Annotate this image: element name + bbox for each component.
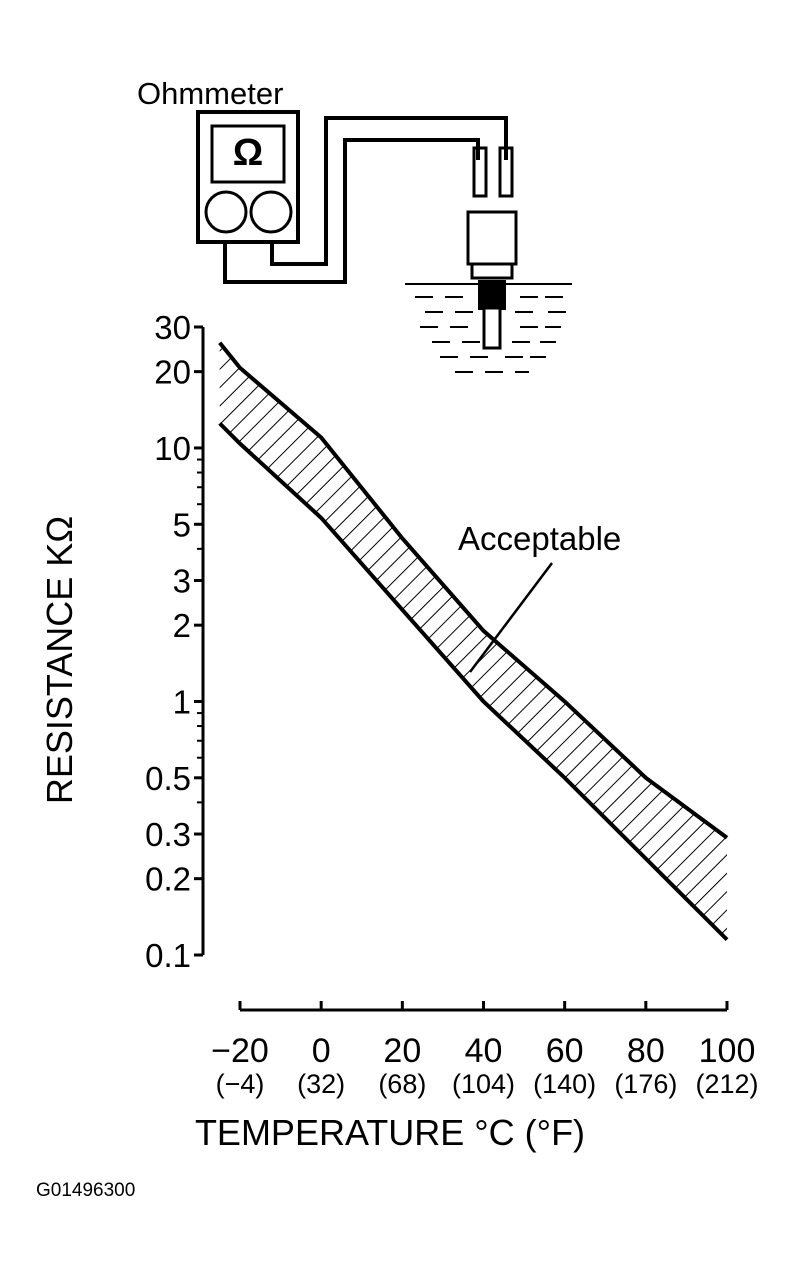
x-tick-label: 60 [546,1032,584,1070]
x-tick-sublabel: (176) [614,1069,677,1099]
y-tick-label: 10 [154,430,191,467]
y-tick-label: 2 [173,607,191,644]
ohmmeter-diagram [196,110,572,373]
x-tick-label: 0 [312,1032,331,1070]
liquid [415,296,566,373]
x-tick-label: 80 [627,1032,665,1070]
y-tick-label: 3 [173,563,191,600]
figure-id: G01496300 [36,1180,135,1201]
x-axis-title: TEMPERATURE °C (°F) [195,1112,585,1153]
band-edge [218,421,729,942]
sensor-tip [482,306,502,350]
x-tick-sublabel: (212) [695,1069,758,1099]
meter-body [196,110,300,244]
x-tick-label: 20 [383,1032,421,1070]
connector [466,210,518,266]
y-tick-label: 20 [154,354,191,391]
meter-display [210,124,286,184]
y-tick-label: 30 [154,309,191,346]
y-tick-label: 0.1 [145,937,191,974]
probe [498,146,514,198]
y-tick-label: 0.2 [145,861,191,898]
x-tick-label: −20 [211,1032,269,1070]
meter-knob [249,190,293,234]
band-fill [219,342,728,940]
probe [472,146,488,198]
x-tick-sublabel: (104) [452,1069,515,1099]
wire [223,138,480,284]
band-edge [218,341,729,840]
y-tick-label: 0.3 [145,816,191,853]
x-tick-sublabel: (68) [378,1069,426,1099]
x-tick-label: 100 [699,1032,756,1070]
y-axis-title: RESISTANCE KΩ [39,516,80,804]
x-tick-sublabel: (−4) [216,1069,265,1099]
annotation: Acceptable [458,520,621,557]
sensor-thread [478,280,506,310]
sensor-nut [470,262,514,280]
wire [270,116,508,266]
y-tick-label: 0.5 [145,760,191,797]
x-tick-sublabel: (140) [533,1069,596,1099]
x-tick-label: 40 [465,1032,503,1070]
y-tick-label: 5 [173,506,191,543]
meter-knob [204,190,248,234]
y-tick-label: 1 [173,683,191,720]
x-tick-sublabel: (32) [297,1069,345,1099]
meter-label: Ohmmeter [137,76,283,111]
ohm-symbol: Ω [233,132,263,174]
